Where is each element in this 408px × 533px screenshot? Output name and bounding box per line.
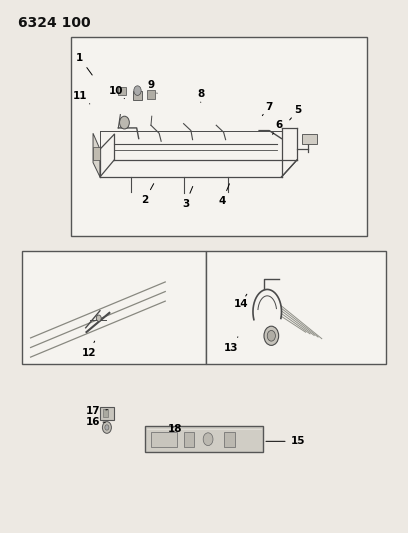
Circle shape	[264, 326, 279, 345]
Bar	[93, 147, 100, 160]
Text: 13: 13	[224, 337, 239, 352]
Bar	[302, 134, 317, 144]
Text: 15: 15	[266, 437, 305, 446]
Text: 3: 3	[182, 187, 193, 208]
Bar	[22, 251, 206, 364]
Text: 8: 8	[197, 90, 204, 102]
Bar	[151, 432, 177, 447]
Circle shape	[105, 425, 109, 430]
Bar	[100, 407, 114, 420]
Circle shape	[134, 86, 141, 95]
Text: 5: 5	[290, 106, 302, 120]
Text: 18: 18	[168, 424, 183, 434]
Text: 16: 16	[86, 417, 105, 427]
Bar	[224, 432, 235, 447]
Text: 6: 6	[273, 120, 283, 134]
Text: 7: 7	[262, 102, 272, 116]
Bar	[71, 37, 367, 236]
Text: 2: 2	[141, 184, 154, 205]
Bar	[133, 91, 142, 100]
Bar	[118, 87, 126, 95]
Circle shape	[120, 116, 129, 129]
Bar	[103, 409, 108, 417]
Text: 17: 17	[86, 407, 107, 416]
Text: 9: 9	[147, 80, 157, 93]
Circle shape	[203, 433, 213, 446]
Bar	[145, 426, 263, 452]
Text: 10: 10	[109, 86, 124, 99]
Bar	[206, 251, 386, 364]
Text: 11: 11	[73, 91, 90, 104]
Text: 6324 100: 6324 100	[18, 16, 91, 30]
Circle shape	[102, 422, 111, 433]
Bar	[184, 432, 194, 447]
Text: 4: 4	[219, 184, 229, 206]
Text: 1: 1	[76, 53, 92, 75]
Polygon shape	[93, 133, 100, 177]
Text: 12: 12	[82, 341, 96, 358]
Circle shape	[96, 315, 101, 321]
Text: 14: 14	[233, 294, 248, 309]
Bar	[147, 90, 155, 99]
Circle shape	[267, 330, 275, 341]
